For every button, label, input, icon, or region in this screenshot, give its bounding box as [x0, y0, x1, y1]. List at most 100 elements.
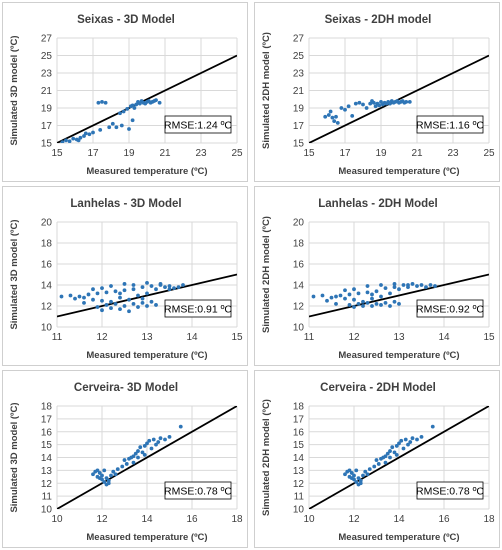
data-point: [151, 437, 156, 442]
y-tick-label: 18: [293, 402, 305, 413]
data-point: [352, 473, 356, 478]
rmse-box: [164, 481, 232, 500]
data-point: [127, 309, 131, 314]
data-point: [163, 285, 167, 289]
data-point: [104, 303, 109, 307]
chart-panel: Cerveira - 2DH Model 10 11 12 13 14 15 16 17 18 10…: [254, 370, 500, 548]
data-point: [383, 460, 388, 465]
x-tick-label: 23: [447, 148, 459, 159]
y-tick-label: 12: [41, 479, 53, 490]
data-point: [392, 299, 397, 304]
data-point: [109, 299, 113, 304]
data-point: [347, 468, 352, 473]
y-tick-label: 14: [293, 281, 305, 292]
data-point: [113, 289, 118, 294]
data-point: [59, 294, 64, 299]
x-tick-label: 14: [141, 514, 153, 525]
data-point: [354, 480, 359, 484]
data-point: [154, 442, 158, 447]
data-point: [118, 291, 122, 296]
data-point: [104, 290, 109, 295]
data-point: [380, 102, 385, 107]
rmse-label: RMSE:1.16 ºC: [416, 120, 484, 132]
data-point: [102, 480, 107, 484]
chart-svg: Lanhelas - 2DH Model 10 12 14 16 18 20 11 12 13 14…: [261, 198, 495, 361]
x-axis-label: Measured temperature (ºC): [338, 166, 459, 177]
data-point: [334, 114, 338, 119]
data-point: [163, 437, 167, 442]
data-point: [408, 440, 413, 444]
data-point: [365, 284, 370, 288]
data-point: [125, 106, 130, 111]
data-point: [91, 472, 95, 477]
data-point: [122, 304, 127, 308]
x-tick-label: 11: [304, 332, 315, 343]
data-point: [433, 284, 437, 288]
data-point: [176, 285, 181, 289]
data-point: [167, 287, 172, 292]
data-point: [415, 437, 419, 442]
data-point: [119, 123, 124, 128]
x-tick-label: 17: [339, 148, 351, 159]
data-point: [136, 455, 140, 460]
data-point: [118, 295, 122, 300]
data-point: [361, 102, 365, 107]
data-point: [130, 103, 135, 108]
chart-title: Seixas - 3D Model: [77, 14, 175, 26]
x-tick-label: 23: [195, 148, 207, 159]
data-point: [356, 291, 361, 296]
chart-panel: Seixas - 3D Model 15 17 19 21 23 25 27 15 17 19 21 2…: [2, 2, 248, 182]
data-point: [149, 284, 154, 288]
y-tick-label: 12: [41, 302, 53, 313]
data-point: [384, 101, 389, 106]
data-point: [136, 293, 140, 298]
x-tick-label: 19: [123, 148, 135, 159]
chart-title: Lanhelas - 2DH Model: [318, 198, 438, 210]
y-axis-label: Simulated 3D model (ºC): [9, 402, 20, 512]
data-point: [149, 299, 154, 304]
data-point: [87, 132, 92, 137]
data-point: [394, 444, 399, 448]
y-tick-label: 13: [41, 466, 53, 477]
data-point: [120, 464, 125, 469]
data-point: [373, 104, 378, 109]
data-point: [392, 285, 397, 289]
data-point: [357, 100, 362, 105]
rmse-label: RMSE:0.91 ºC: [164, 304, 232, 316]
data-point: [328, 109, 333, 114]
rmse-box: [416, 299, 484, 318]
data-point: [347, 303, 352, 307]
y-axis-label: Simulated 2DH model (ºC): [261, 32, 272, 149]
y-tick-label: 17: [293, 121, 305, 132]
data-point: [334, 294, 338, 299]
data-point: [394, 453, 399, 457]
data-point: [320, 293, 325, 298]
data-point: [430, 424, 435, 429]
data-point: [379, 303, 383, 307]
data-point: [406, 283, 410, 287]
y-axis-label: Simulated 3D model (ºC): [9, 219, 20, 329]
y-tick-label: 13: [293, 466, 305, 477]
y-tick-label: 18: [293, 239, 305, 250]
chart-title: Cerveira - 2DH Model: [320, 382, 436, 394]
data-point: [178, 424, 183, 429]
data-point: [388, 101, 392, 106]
data-point: [407, 99, 412, 104]
chart-title: Lanhelas - 3D Model: [70, 198, 181, 210]
identity-line: [309, 273, 489, 318]
rmse-label: RMSE:0.78 ºC: [416, 486, 484, 498]
data-point: [349, 476, 354, 480]
data-point: [358, 481, 363, 486]
data-point: [376, 462, 381, 466]
data-point: [104, 476, 109, 480]
data-point: [106, 481, 111, 486]
data-point: [140, 450, 145, 455]
data-point: [114, 125, 119, 130]
data-point: [131, 302, 136, 306]
data-point: [363, 469, 368, 474]
data-point: [343, 472, 347, 477]
y-tick-label: 15: [293, 440, 305, 451]
data-point: [110, 121, 115, 126]
data-point: [397, 287, 401, 292]
